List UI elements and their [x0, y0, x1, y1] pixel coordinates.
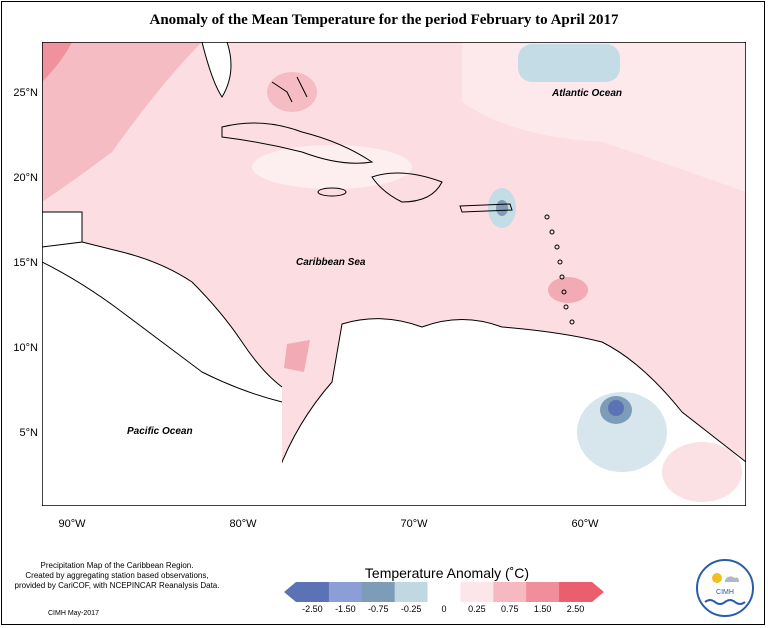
lon-label-60w: 60°W: [571, 518, 599, 530]
footer-line-1: Precipitation Map of the Caribbean Regio…: [40, 561, 194, 570]
legend-arrow-high: [592, 582, 604, 602]
legend: Temperature Anomaly (˚C): [282, 560, 612, 616]
lat-label-20n: 20°N: [13, 172, 38, 184]
cool-core-puerto-rico: [496, 200, 508, 216]
legend-tick-label: -1.50: [335, 604, 356, 614]
light-anomaly-cuba: [252, 145, 412, 189]
lon-label-70w: 70°W: [400, 518, 428, 530]
central-america-coast: [42, 231, 283, 388]
footer-line-3: provided by CariCOF, with NCEPINCAR Rean…: [14, 581, 220, 590]
sun-icon: [712, 573, 722, 583]
jamaica-coast: [317, 187, 347, 197]
label-pacific-ocean: Pacific Ocean: [127, 426, 193, 437]
legend-title: Temperature Anomaly (˚C): [364, 565, 530, 581]
strong-warm-anomaly-gulf: [42, 42, 72, 82]
map-area: Atlantic Ocean Caribbean Sea Pacific Oce…: [42, 42, 746, 506]
legend-tick-label: 0.25: [468, 604, 486, 614]
cool-anomaly-guyana-center: [608, 400, 624, 416]
map-title: Anomaly of the Mean Temperature for the …: [149, 12, 619, 28]
lat-label-25n: 25°N: [13, 87, 38, 99]
label-caribbean-sea: Caribbean Sea: [296, 257, 366, 268]
lon-label-90w: 90°W: [58, 518, 86, 530]
legend-swatch: [296, 582, 330, 602]
legend-tick-label: 2.50: [566, 604, 585, 614]
legend-swatch: [427, 582, 461, 602]
bahamas-coast: [271, 76, 308, 103]
central-america-pacific-coast: [42, 261, 283, 403]
florida-land: [201, 42, 232, 98]
legend-tick-label: 0: [441, 604, 447, 614]
warm-anomaly-panama: [284, 340, 310, 372]
footer-credit: CIMH May-2017: [48, 610, 99, 617]
lat-label-5n: 5°N: [19, 427, 38, 439]
legend-arrow-low: [284, 582, 296, 602]
legend-swatch: [394, 582, 429, 602]
legend-tick-label: 0.75: [501, 604, 519, 614]
anomaly-map: [42, 42, 746, 506]
warm-anomaly-gulf: [42, 42, 202, 202]
warm-anomaly-antilles: [548, 277, 588, 303]
pacific-region: [42, 232, 282, 506]
hispaniola-coast: [371, 172, 443, 203]
legend-tick-label: -2.50: [302, 604, 323, 614]
legend-swatch: [328, 582, 363, 602]
lon-label-80w: 80°W: [229, 518, 257, 530]
legend-swatch: [361, 582, 396, 602]
cool-anomaly-atlantic: [518, 44, 620, 82]
logo-ring: [696, 559, 754, 617]
yucatan-land: [42, 211, 83, 248]
lat-label-15n: 15°N: [13, 257, 38, 269]
legend-swatch: [493, 582, 527, 602]
label-atlantic-ocean: Atlantic Ocean: [552, 88, 623, 99]
legend-tick-label: -0.25: [400, 604, 422, 614]
cloud-icon: [725, 576, 739, 582]
footer-line-2: Created by aggregating station based obs…: [25, 571, 209, 580]
cuba-coast: [221, 122, 374, 164]
legend-tick-label: -0.75: [367, 604, 389, 614]
legend-tick-label: 1.50: [533, 604, 552, 614]
legend-swatch: [526, 582, 560, 602]
warm-anomaly-bahamas: [267, 72, 317, 112]
cool-anomaly-guyana: [577, 392, 667, 472]
warm-anomaly-amazon: [662, 442, 742, 502]
logo-text: CIMH: [716, 589, 734, 596]
lat-label-10n: 10°N: [13, 342, 38, 354]
legend-colorbar: [284, 582, 604, 602]
legend-swatch: [559, 582, 593, 602]
legend-swatches: [296, 582, 593, 602]
legend-swatch: [460, 582, 494, 602]
wave-icon: [704, 599, 746, 605]
puerto-rico-coast: [459, 203, 513, 213]
lesser-antilles: [544, 214, 575, 325]
cimh-logo: CIMH: [696, 559, 754, 617]
footer-notes: Precipitation Map of the Caribbean Regio…: [12, 561, 222, 591]
